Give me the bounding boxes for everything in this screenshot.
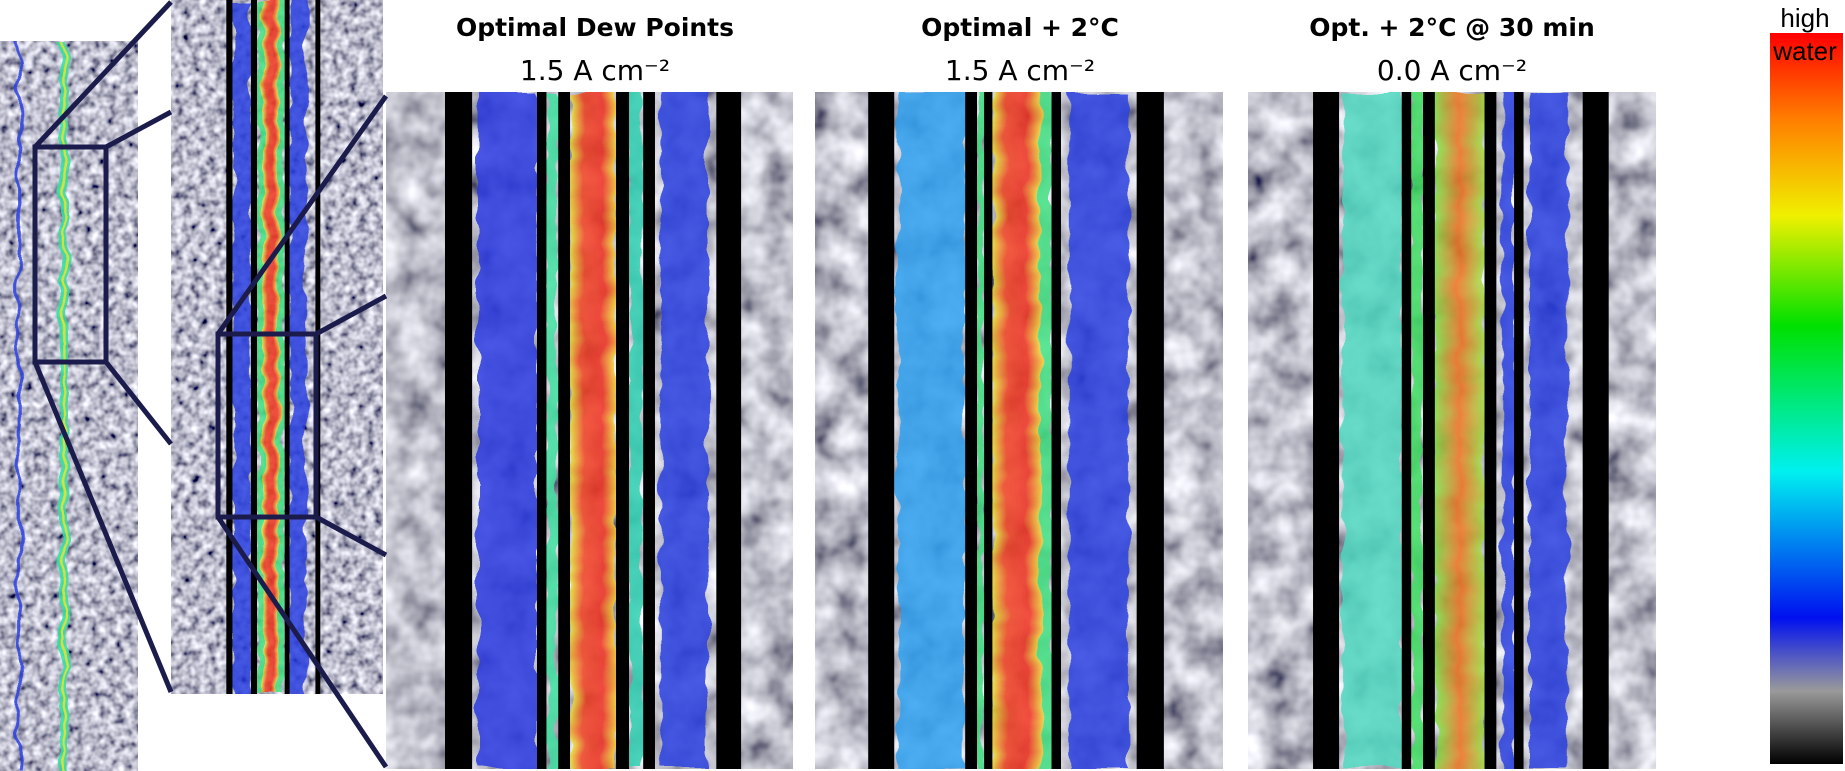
zoom-connectors <box>32 0 389 769</box>
water-stripe <box>1434 92 1485 769</box>
channel-bar <box>537 92 547 769</box>
channel-bar <box>1136 92 1164 769</box>
channel-bar <box>1313 92 1340 769</box>
image-panel <box>171 0 383 694</box>
water-stripe <box>1411 92 1424 769</box>
image-panel <box>0 41 138 771</box>
water-stripe <box>546 92 558 769</box>
panels <box>0 0 1656 771</box>
connector <box>33 0 173 149</box>
connector <box>104 109 173 150</box>
water-stripe <box>1069 92 1129 769</box>
water-stripes <box>17 41 68 771</box>
titles: Optimal Dew Points 1.5 A cm⁻² Optimal + … <box>456 13 1595 87</box>
channel-bar <box>984 92 993 769</box>
connector <box>104 360 173 446</box>
panel-title: Opt. + 2°C @ 30 min <box>1309 13 1595 42</box>
image-panel <box>815 92 1223 769</box>
colorbar-label: water <box>1772 36 1837 66</box>
panel-subtitle: 1.5 A cm⁻² <box>520 54 670 87</box>
connector <box>215 515 389 769</box>
channel-bar <box>226 0 233 694</box>
water-stripe <box>977 92 985 769</box>
panel-title: Optimal + 2°C <box>921 13 1119 42</box>
colorbar-label: high <box>1780 3 1829 33</box>
channel-bar <box>558 92 571 769</box>
connector <box>215 94 389 336</box>
colorbar <box>1770 33 1843 764</box>
channel-bar <box>1423 92 1435 769</box>
water-stripe <box>278 0 285 694</box>
water-stripes <box>232 0 307 694</box>
water-stripe <box>992 92 1040 769</box>
channel-bar <box>1484 92 1497 769</box>
image-panel <box>386 92 793 769</box>
zoom-box <box>215 331 319 520</box>
channel-bar <box>250 0 258 694</box>
water-stripe <box>289 0 307 694</box>
water-stripes <box>1342 92 1568 769</box>
water-stripe <box>263 0 279 694</box>
channel-bar <box>1514 92 1524 769</box>
water-stripe <box>629 92 644 769</box>
water-stripe <box>257 0 264 694</box>
channel-bars <box>1313 92 1609 769</box>
channel-bar <box>616 92 630 769</box>
water-stripes <box>478 92 709 769</box>
channel-bar <box>1401 92 1412 769</box>
water-stripe <box>660 92 709 769</box>
zoom-box <box>32 144 109 365</box>
water-stripes <box>897 92 1129 769</box>
image-panel <box>1248 92 1656 769</box>
channel-bar <box>444 92 473 769</box>
water-stripe <box>63 41 66 771</box>
channel-bars <box>444 92 742 769</box>
image-background <box>0 41 138 771</box>
panel-subtitle: 1.5 A cm⁻² <box>945 54 1095 87</box>
water-stripe <box>1039 92 1052 769</box>
channel-bar <box>716 92 742 769</box>
water-stripe <box>1529 92 1568 769</box>
water-stripe <box>1342 92 1402 769</box>
channel-bars <box>868 92 1164 769</box>
water-stripe <box>232 0 251 694</box>
channel-bar <box>868 92 895 769</box>
panel-title: Optimal Dew Points <box>456 13 734 42</box>
panel-subtitle: 0.0 A cm⁻² <box>1377 54 1527 87</box>
connector <box>314 514 388 558</box>
channel-bar <box>643 92 655 769</box>
water-stripe <box>478 92 538 769</box>
channel-bar <box>1582 92 1609 769</box>
water-stripe <box>1502 92 1515 769</box>
connector <box>32 361 174 693</box>
water-stripe <box>897 92 966 769</box>
channel-bar <box>284 0 290 694</box>
water-stripe <box>570 92 617 769</box>
channel-bar <box>965 92 978 769</box>
water-stripe <box>17 41 21 771</box>
channel-bar <box>1051 92 1061 769</box>
connector <box>314 293 388 337</box>
